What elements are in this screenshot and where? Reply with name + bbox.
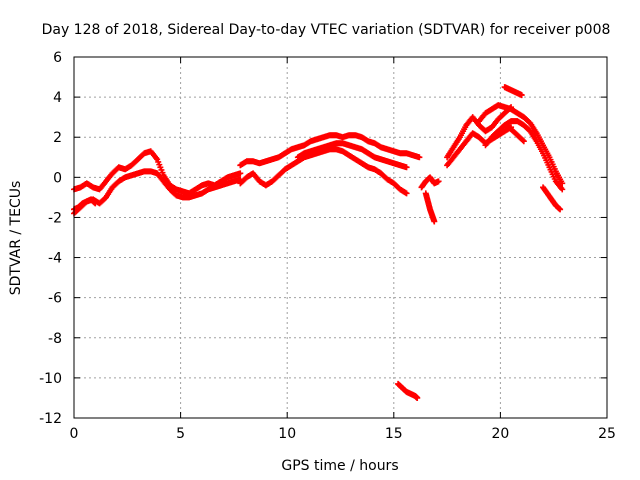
data-point: [416, 154, 423, 161]
x-tick-label: 25: [598, 426, 616, 442]
x-axis-label: GPS time / hours: [281, 458, 398, 474]
series-track-1: [71, 148, 244, 197]
y-tick-label: 4: [53, 90, 62, 106]
y-tick-label: -12: [39, 411, 62, 427]
y-tick-label: -10: [39, 371, 62, 387]
y-axis-label: SDTVAR / TECUs: [8, 181, 24, 296]
y-tick-label: 2: [53, 130, 62, 146]
data-point: [403, 190, 410, 197]
data-point: [414, 394, 421, 401]
plot-frame: [73, 56, 608, 419]
data-point: [435, 178, 442, 185]
x-tick-label: 10: [278, 426, 296, 442]
series-track-9: [422, 190, 438, 225]
x-tick-label: 0: [70, 426, 79, 442]
axis-ticks: 0 5 10 15 20 25 -12 -10 -8 -6 -4 -2 0 2 4 6: [39, 50, 616, 442]
data-point: [559, 186, 566, 193]
y-tick-label: -4: [48, 251, 62, 267]
y-tick-label: -8: [48, 331, 62, 347]
grid: [74, 57, 607, 418]
y-tick-label: -2: [48, 210, 62, 226]
data-points: [71, 84, 566, 401]
data-point: [518, 92, 525, 99]
data-point: [557, 206, 564, 213]
series-track-2: [71, 168, 244, 217]
data-point: [431, 218, 438, 225]
series-track-6: [294, 140, 410, 171]
series-track-14: [501, 84, 525, 99]
x-tick-label: 5: [176, 426, 185, 442]
data-point: [92, 200, 99, 207]
data-point: [519, 137, 526, 144]
series-track-4: [237, 132, 423, 169]
series-track-8: [418, 174, 442, 191]
data-point: [403, 164, 410, 171]
series-track-16: [540, 184, 564, 213]
series-track-3: [71, 196, 99, 213]
y-tick-label: -6: [48, 291, 62, 307]
series-track-13: [482, 118, 566, 193]
series-track-5: [237, 146, 410, 197]
chart-title: Day 128 of 2018, Sidereal Day-to-day VTE…: [42, 22, 611, 38]
data-point: [237, 170, 244, 177]
y-tick-label: 0: [53, 170, 62, 186]
series-track-15: [488, 122, 527, 145]
x-tick-label: 15: [385, 426, 403, 442]
y-tick-label: 6: [53, 50, 62, 66]
data-point: [520, 138, 527, 145]
series-track-7: [395, 380, 421, 401]
x-tick-label: 20: [491, 426, 509, 442]
